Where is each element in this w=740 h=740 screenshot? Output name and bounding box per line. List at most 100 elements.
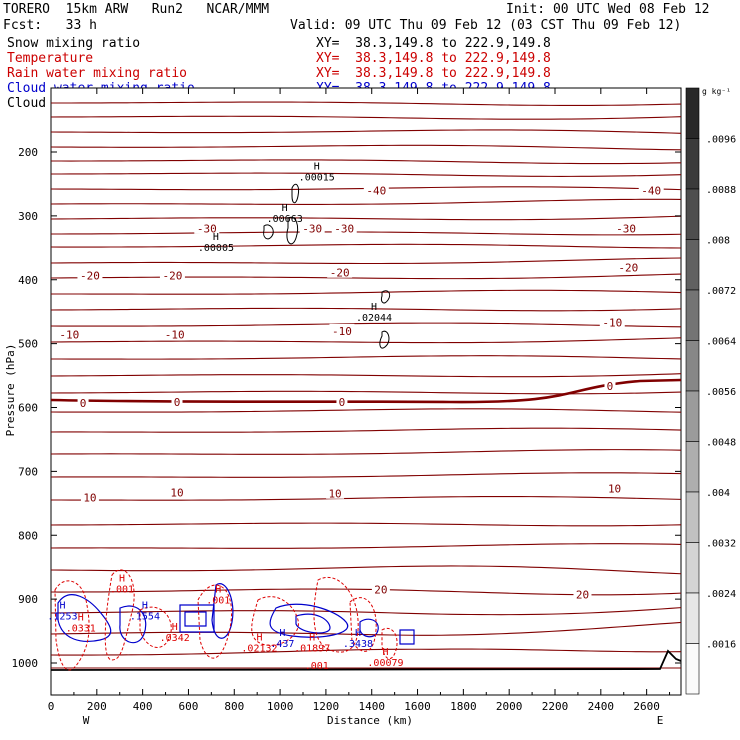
isotherm-line — [50, 129, 682, 134]
y-tick-label: 300 — [18, 210, 38, 223]
temperature-label: 20 — [576, 589, 589, 602]
x-tick-label: 2200 — [542, 700, 569, 713]
colorbar-segment — [685, 188, 700, 240]
isotherm-line — [50, 373, 682, 378]
y-tick-label: 900 — [18, 593, 38, 606]
temperature-label: -40 — [366, 184, 386, 197]
temperature-label: 0 — [174, 396, 181, 409]
isotherm-line — [50, 101, 682, 106]
isotherm-line — [50, 215, 682, 221]
snow-contour — [291, 183, 299, 204]
temperature-label: -20 — [618, 262, 638, 275]
y-tick-label: 600 — [18, 402, 38, 415]
temperature-label: -20 — [80, 269, 100, 282]
rain-water-contour — [349, 597, 377, 652]
west-endpoint-label: W — [83, 714, 90, 727]
temperature-label-bg — [327, 265, 353, 278]
temperature-label-bg — [329, 323, 355, 336]
cloud-water-contour — [295, 613, 331, 634]
temperature-label-bg — [615, 260, 641, 273]
x-tick-label: 200 — [87, 700, 107, 713]
colorbar-segment — [685, 592, 700, 644]
cloud-water-contour — [211, 583, 234, 639]
x-tick-label: 1800 — [450, 700, 477, 713]
y-tick-label: 500 — [18, 338, 38, 351]
isotherm-line — [50, 231, 682, 236]
colorbar-segment — [685, 542, 700, 594]
colorbar-label: .0056 — [706, 387, 736, 398]
rain-water-contour — [54, 580, 90, 671]
extremum-high-marker: H — [78, 613, 84, 624]
extremum-value: .001 — [305, 661, 329, 672]
ground-line — [50, 649, 682, 671]
temperature-label-bg — [326, 486, 345, 499]
colorbar-segment — [685, 340, 700, 392]
temperature-label: 10 — [170, 486, 183, 499]
isotherm-line — [50, 522, 682, 527]
extremum-high-marker: H — [355, 628, 361, 639]
extremum-value: .00663 — [267, 214, 303, 225]
rain-water-contour — [104, 569, 135, 661]
field-temperature-name: Temperature — [7, 51, 94, 66]
extremum-value: .01897 — [294, 643, 330, 654]
extremum-value: .1253 — [47, 611, 77, 622]
isotherm-line — [50, 144, 682, 151]
colorbar-segment — [685, 239, 700, 291]
rain-water-contour — [197, 584, 232, 659]
isotherm-line — [50, 198, 682, 205]
colorbar-label: .0096 — [706, 135, 736, 146]
field-snow-name: Snow mixing ratio — [7, 36, 141, 51]
isotherm-line — [50, 322, 682, 328]
isotherm-line — [50, 273, 682, 280]
temperature-label: -30 — [302, 223, 322, 236]
temperature-label-bg — [168, 485, 186, 498]
rain-water-contour — [251, 596, 299, 646]
forecast-hour: Fcst: 33 h — [3, 18, 97, 33]
temperature-label: -10 — [602, 317, 622, 330]
temperature-label-bg — [77, 268, 103, 281]
snow-contour — [379, 330, 390, 349]
cloud-water-contour — [57, 594, 112, 642]
extremum-high-marker: H — [59, 600, 65, 611]
colorbar-segment — [685, 289, 700, 341]
colorbar-label: .0088 — [706, 185, 736, 196]
colorbar-label: .0032 — [706, 539, 736, 550]
x-tick-label: 2600 — [633, 700, 660, 713]
extremum-high-marker: H — [309, 632, 315, 643]
colorbar-segment — [685, 643, 700, 695]
temperature-label-bg — [171, 394, 183, 407]
isotherm-line — [50, 159, 682, 165]
temperature-label: -40 — [641, 184, 661, 197]
cloud-water-contour — [359, 618, 379, 638]
isotherm-line — [50, 337, 682, 344]
extremum-value: .3438 — [343, 639, 373, 650]
extremum-high-marker: H — [279, 628, 285, 639]
temperature-label-bg — [299, 221, 325, 234]
x-tick-label: 2400 — [588, 700, 615, 713]
extremum-high-marker: H — [119, 574, 125, 585]
extremum-value: .00015 — [299, 173, 335, 184]
rain-water-contour — [381, 628, 398, 660]
temperature-label: -10 — [59, 329, 79, 342]
x-tick-label: 0 — [48, 700, 55, 713]
colorbar-label: .0072 — [706, 286, 736, 297]
x-tick-label: 1200 — [313, 700, 340, 713]
temperature-label-bg — [371, 582, 390, 595]
x-tick-label: 1600 — [404, 700, 431, 713]
temperature-label: -10 — [332, 325, 352, 338]
extremum-high-marker: H — [371, 302, 377, 313]
isotherm-line — [50, 307, 682, 312]
temperature-label-bg — [599, 315, 625, 328]
isotherm-line — [50, 408, 682, 413]
extremum-high-marker: H — [382, 647, 388, 658]
y-tick-label: 400 — [18, 274, 38, 287]
east-endpoint-label: E — [657, 714, 664, 727]
xy-line-temperature: XY= 38.3,149.8 to 222.9,149.8 — [316, 51, 551, 66]
colorbar-units: g kg⁻¹ — [702, 87, 731, 96]
y-tick-label: 1000 — [12, 657, 39, 670]
colorbar-label: .0064 — [706, 337, 736, 348]
temperature-label-bg — [605, 481, 624, 494]
isotherm-line — [50, 115, 682, 120]
temperature-label-bg — [194, 221, 220, 234]
temperature-label-bg — [363, 183, 389, 196]
